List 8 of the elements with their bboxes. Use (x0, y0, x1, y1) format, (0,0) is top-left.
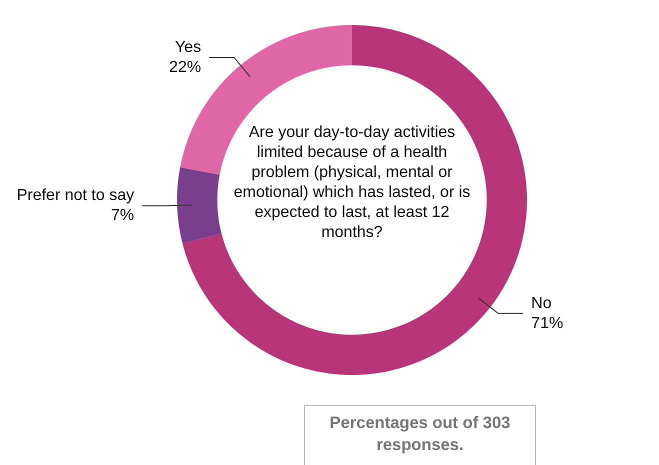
slice-label: Prefer not to say (16, 187, 134, 204)
data-label: 22% (169, 58, 202, 76)
data-label: 71% (531, 314, 564, 332)
data-label: 7% (110, 207, 134, 224)
slice-label: No (531, 294, 552, 312)
text: Percentages out of 303 responses. (304, 405, 536, 465)
text: Are your day-to-day activities limited because of a health problem (physical, mental or emotional) which has lasted, or is expected to last, at least 12 months? (232, 123, 472, 243)
slice-label: Yes (174, 38, 202, 56)
